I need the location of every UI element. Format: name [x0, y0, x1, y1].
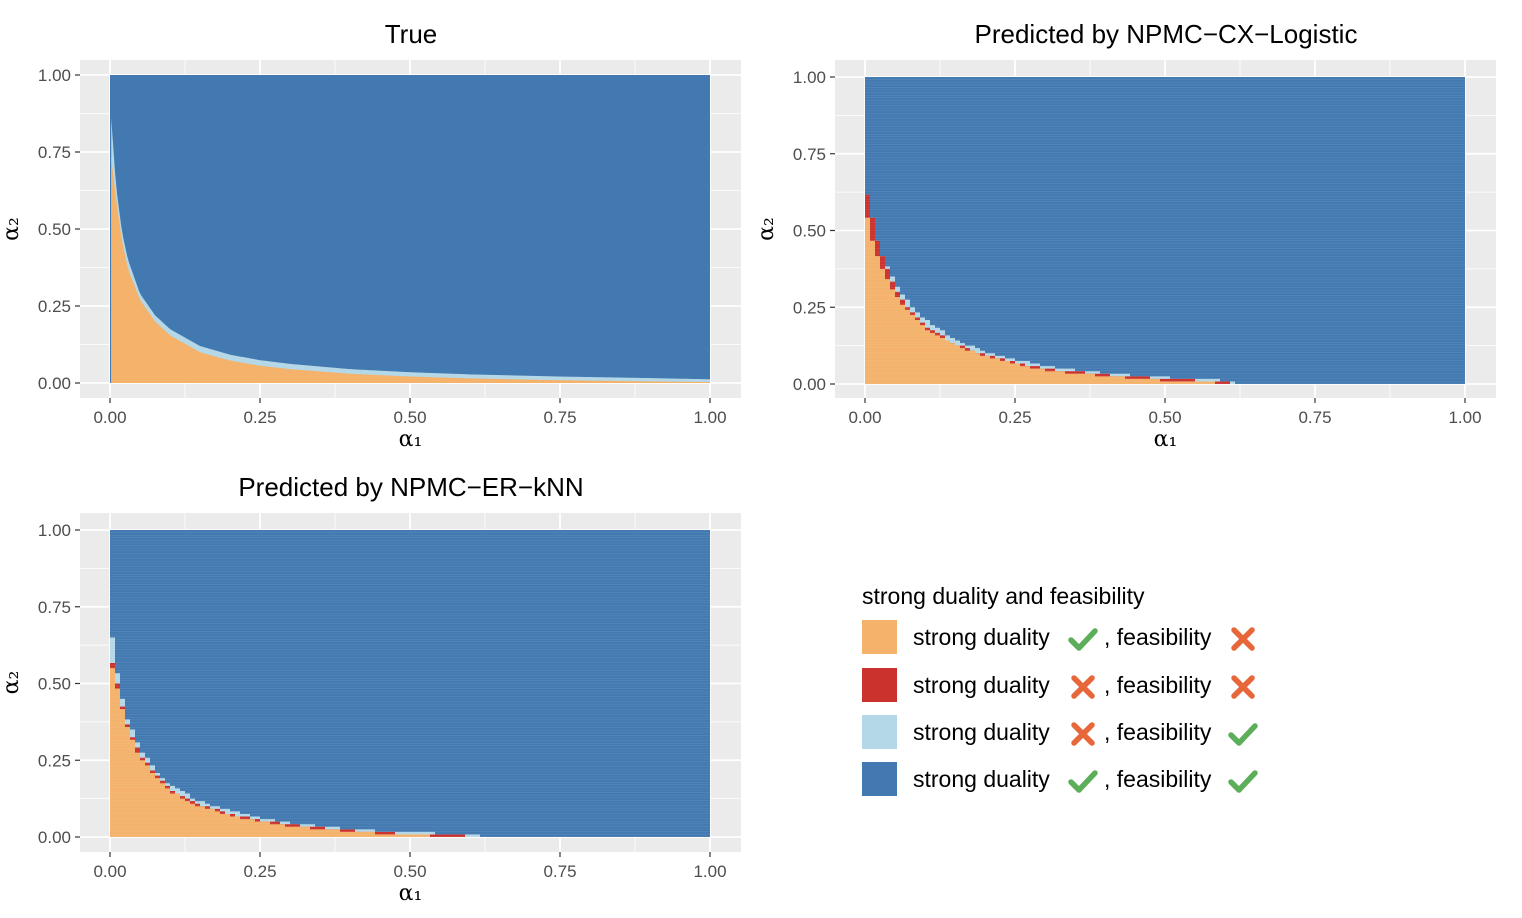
y-tick-label: 0.50 [38, 675, 71, 694]
legend-label-strong: strong duality [913, 672, 1050, 698]
y-tick-label: 0.25 [793, 298, 826, 317]
x-tick-label: 0.50 [1148, 408, 1181, 427]
x-axis-label: α₁ [1154, 427, 1178, 452]
y-tick-label: 0.75 [38, 598, 71, 617]
legend-title: strong duality and feasibility [862, 583, 1145, 609]
panel-title: Predicted by NPMC−CX−Logistic [975, 19, 1358, 49]
cross-icon [1071, 675, 1095, 699]
y-tick-label: 1.00 [38, 66, 71, 85]
y-tick-label: 0.75 [793, 145, 826, 164]
region-orange [865, 217, 1465, 384]
x-tick-label: 1.00 [1448, 408, 1481, 427]
legend-label-strong: strong duality [913, 719, 1050, 745]
legend-label-strong: strong duality [913, 766, 1050, 792]
cross-icon [1231, 675, 1255, 699]
legend-label-feasibility: , feasibility [1104, 766, 1212, 792]
legend-item: strong duality , feasibility [862, 668, 1255, 702]
legend: strong duality and feasibility strong du… [862, 583, 1258, 796]
x-tick-label: 1.00 [693, 408, 726, 427]
region-orange [110, 668, 710, 837]
y-tick-label: 0.50 [38, 220, 71, 239]
y-tick-label: 0.00 [793, 375, 826, 394]
y-tick-label: 0.25 [38, 297, 71, 316]
y-axis-label: α₂ [0, 217, 24, 241]
panel-true: True 0.00 0.25 0.50 0.75 1.00 0.00 0.25 0.50 0.7… [0, 19, 741, 452]
panel-npmc-er-knn: Predicted by NPMC−ER−kNN 0.00 0.25 0.50 0.7… [0, 472, 741, 906]
cross-icon [1071, 722, 1095, 746]
y-tick-label: 0.00 [38, 828, 71, 847]
x-tick-label: 0.75 [1298, 408, 1331, 427]
legend-label-feasibility: , feasibility [1104, 672, 1212, 698]
legend-swatch [862, 668, 897, 702]
region-blue [865, 77, 1465, 384]
check-icon [1068, 770, 1098, 793]
x-tick-label: 0.25 [998, 408, 1031, 427]
x-axis-label: α₁ [399, 427, 423, 452]
region-orange [111, 158, 710, 383]
legend-swatch [862, 762, 897, 796]
x-tick-label: 1.00 [693, 862, 726, 881]
region-blue [110, 75, 710, 383]
x-tick-label: 0.25 [243, 408, 276, 427]
y-tick-label: 0.25 [38, 751, 71, 770]
region-blue [110, 530, 710, 837]
x-tick-label: 0.50 [393, 862, 426, 881]
check-icon [1068, 628, 1098, 651]
legend-swatch [862, 715, 897, 749]
cell-texture [865, 76, 1465, 385]
legend-label-feasibility: , feasibility [1104, 719, 1212, 745]
check-icon [1228, 723, 1258, 746]
legend-swatch [862, 620, 897, 654]
y-tick-label: 0.75 [38, 143, 71, 162]
x-tick-label: 0.00 [848, 408, 881, 427]
legend-label-strong: strong duality [913, 624, 1050, 650]
y-tick-label: 0.00 [38, 374, 71, 393]
x-tick-label: 0.75 [543, 862, 576, 881]
panel-npmc-cx-logistic: Predicted by NPMC−CX−Logistic 0.00 0.25 0.… [754, 19, 1496, 452]
panel-title: Predicted by NPMC−ER−kNN [238, 472, 583, 502]
x-axis-label: α₁ [399, 881, 423, 906]
legend-label-feasibility: , feasibility [1104, 624, 1212, 650]
x-tick-label: 0.00 [93, 408, 126, 427]
check-icon [1228, 770, 1258, 793]
y-tick-label: 0.50 [793, 222, 826, 241]
legend-item: strong duality , feasibility [862, 620, 1255, 654]
cell-texture [110, 529, 710, 838]
y-axis-label: α₂ [0, 671, 24, 695]
x-tick-label: 0.50 [393, 408, 426, 427]
y-tick-label: 1.00 [793, 68, 826, 87]
x-tick-label: 0.00 [93, 862, 126, 881]
x-tick-label: 0.25 [243, 862, 276, 881]
cross-icon [1231, 627, 1255, 651]
panel-title: True [385, 19, 438, 49]
y-tick-label: 1.00 [38, 521, 71, 540]
y-axis-label: α₂ [754, 217, 779, 241]
legend-item: strong duality , feasibility [862, 715, 1258, 749]
legend-item: strong duality , feasibility [862, 762, 1258, 796]
x-tick-label: 0.75 [543, 408, 576, 427]
